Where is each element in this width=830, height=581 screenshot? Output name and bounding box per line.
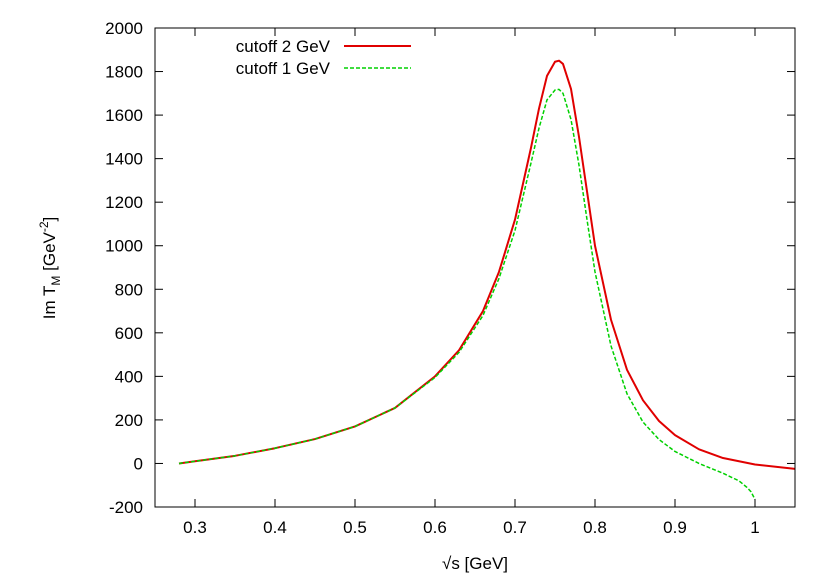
plot-frame — [154, 27, 796, 508]
y-tick-label: 600 — [115, 324, 143, 343]
series-layer — [178, 59, 796, 500]
x-tick-label: 1 — [750, 518, 759, 537]
x-tick-label: 0.5 — [343, 518, 367, 537]
x-tick-label: 0.9 — [663, 518, 687, 537]
y-axis-label-sup: -2 — [37, 221, 51, 232]
y-axis-label-main: Im T — [40, 286, 59, 320]
y-tick-label: 200 — [115, 411, 143, 430]
y-tick-label: 0 — [134, 454, 143, 473]
series-line-1 — [178, 59, 796, 470]
x-tick-label: 0.4 — [263, 518, 287, 537]
legend-label-2: cutoff 1 GeV — [236, 59, 331, 78]
y-tick-label: 2000 — [105, 19, 143, 38]
y-axis-label-unit: [GeV — [40, 231, 59, 275]
y-tick-label: 400 — [115, 367, 143, 386]
y-tick-label: 1400 — [105, 150, 143, 169]
y-tick-label: 1200 — [105, 193, 143, 212]
y-axis-label: Im TM [GeV-2] — [37, 217, 63, 320]
y-tick-label: 800 — [115, 280, 143, 299]
x-tick-label: 0.7 — [503, 518, 527, 537]
y-tick-label: -200 — [109, 498, 143, 517]
x-tick-label: 0.3 — [183, 518, 207, 537]
y-tick-label: 1000 — [105, 237, 143, 256]
x-axis-label: √s [GeV] — [442, 554, 508, 573]
tick-layer: 0.3 0.4 0.5 0.6 0.7 0.8 0.9 1 -200 0 200 400 600 800 1… — [105, 19, 795, 537]
y-axis-label-close: ] — [40, 217, 59, 222]
x-tick-label: 0.8 — [583, 518, 607, 537]
x-tick-label: 0.6 — [423, 518, 447, 537]
legend: cutoff 2 GeV cutoff 1 GeV — [236, 37, 411, 78]
y-axis-label-sub: M — [49, 276, 63, 286]
y-tick-label: 1600 — [105, 106, 143, 125]
legend-label-1: cutoff 2 GeV — [236, 37, 331, 56]
series-line-2 — [178, 88, 756, 500]
y-tick-label: 1800 — [105, 63, 143, 82]
